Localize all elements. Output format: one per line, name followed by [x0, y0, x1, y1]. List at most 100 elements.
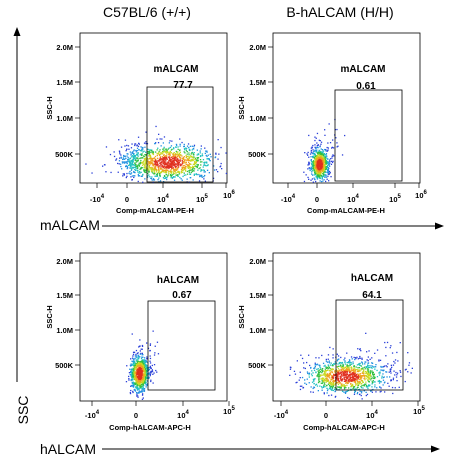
event-dot [215, 153, 217, 155]
event-dot [135, 159, 137, 161]
event-dot [150, 178, 153, 180]
event-dot [365, 385, 367, 387]
event-dot [144, 382, 146, 384]
event-dot [321, 177, 323, 179]
event-dot [356, 370, 359, 373]
event-dot [355, 368, 357, 371]
event-dot [357, 358, 359, 360]
event-dot [125, 165, 127, 167]
event-dot [181, 160, 183, 162]
event-dot [362, 387, 364, 389]
event-dot [154, 143, 156, 145]
event-dot [149, 350, 151, 352]
event-dot [326, 379, 328, 382]
event-dot [299, 371, 301, 373]
y-ticks [268, 46, 273, 155]
event-dot [134, 376, 136, 378]
event-dot [141, 365, 143, 367]
event-dot [325, 370, 327, 372]
event-dot [327, 166, 329, 168]
event-dot [326, 168, 328, 170]
event-dot [322, 386, 325, 388]
event-dot [135, 360, 137, 362]
event-dot [201, 153, 203, 155]
event-dot [326, 146, 328, 149]
event-dot [184, 166, 187, 168]
event-dot [137, 369, 140, 372]
event-dot [164, 177, 166, 179]
event-dot [130, 378, 132, 381]
event-dot [319, 368, 321, 371]
event-dot [185, 154, 187, 157]
event-dot [143, 361, 146, 364]
event-dot [303, 171, 305, 173]
y-tick-label: 1.0M [249, 114, 266, 123]
event-dot [176, 156, 179, 158]
event-dot [188, 152, 190, 154]
event-dot [220, 162, 222, 165]
event-dot [329, 367, 331, 370]
event-dot [156, 160, 158, 162]
event-dot [122, 162, 124, 164]
gate-percent: 77.7 [173, 80, 193, 91]
event-dot [314, 146, 316, 148]
event-dot [321, 386, 323, 388]
panel-hu-malcam: mALCAM 0.61 500K 1.0M 1.5M 2.0M SSC-H -1… [237, 32, 428, 215]
event-dot [330, 371, 332, 373]
event-dot [133, 376, 135, 379]
gate-percent: 64.1 [362, 290, 382, 301]
event-dot [378, 372, 380, 374]
event-dot [193, 170, 195, 172]
event-dot [189, 167, 191, 169]
event-dot [320, 170, 322, 173]
event-dot [362, 363, 364, 365]
event-dot [321, 368, 323, 370]
event-dot [164, 151, 166, 153]
event-dot [159, 157, 161, 159]
event-dot [126, 165, 128, 168]
event-dot [334, 370, 336, 372]
event-dot [319, 385, 321, 387]
event-dot [330, 362, 332, 364]
event-dot [156, 169, 158, 171]
event-dot [149, 154, 152, 157]
event-dot [134, 143, 136, 145]
event-dot [135, 349, 138, 352]
event-dot [317, 147, 319, 149]
event-dot [181, 163, 183, 165]
event-dot [308, 382, 310, 384]
event-dot [140, 376, 142, 378]
event-dot [141, 164, 144, 166]
event-dot [132, 381, 134, 383]
event-dot [129, 167, 131, 169]
event-dot [328, 172, 330, 174]
event-dot [194, 165, 196, 167]
event-dot [347, 380, 349, 382]
event-dot [134, 143, 137, 145]
event-dot [153, 179, 156, 181]
event-dot [173, 173, 175, 175]
event-dot [366, 359, 368, 361]
event-dot [340, 356, 342, 359]
event-dot [360, 392, 363, 394]
event-dot [371, 383, 373, 385]
x-ticks [91, 401, 230, 406]
event-dot [147, 168, 149, 170]
event-dot [362, 381, 364, 383]
event-dot [131, 162, 133, 164]
event-dot [155, 164, 157, 167]
event-dot [375, 364, 377, 366]
event-dot [145, 171, 147, 174]
event-dot [387, 382, 389, 384]
event-dot [342, 374, 344, 376]
event-dot [313, 165, 315, 167]
event-dot [152, 172, 154, 174]
event-dot [359, 362, 361, 364]
event-dot [150, 166, 152, 169]
event-dot [160, 163, 162, 165]
event-dot [139, 154, 141, 156]
event-dot [126, 153, 128, 155]
event-dot [177, 166, 179, 168]
event-dot [336, 360, 339, 362]
event-dot [326, 387, 328, 389]
